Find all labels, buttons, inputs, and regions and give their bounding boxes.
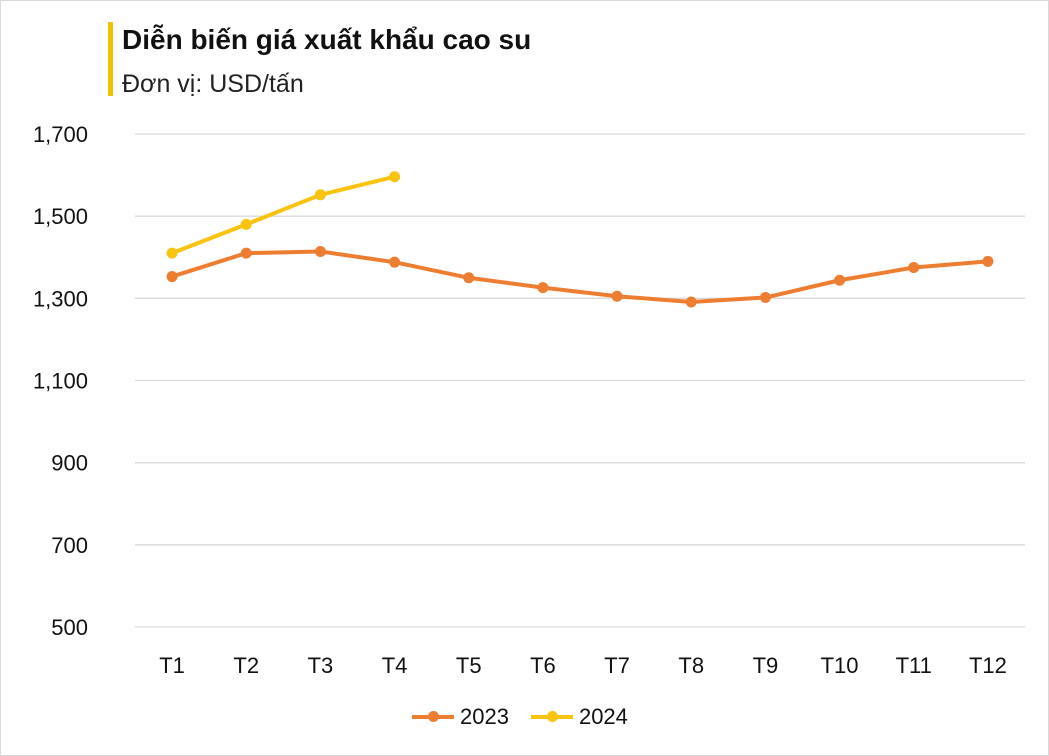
- x-tick-label: T8: [678, 653, 704, 678]
- y-tick-label: 1,500: [33, 204, 88, 229]
- legend: 2023 2024: [412, 704, 628, 730]
- series-line-2024: [170, 174, 397, 256]
- x-tick-label: T5: [456, 653, 482, 678]
- y-tick-label: 1,700: [33, 122, 88, 147]
- data-point-2024: [240, 218, 252, 230]
- x-tick-label: T10: [821, 653, 859, 678]
- data-point-2023: [537, 282, 549, 294]
- y-tick-label: 1,300: [33, 286, 88, 311]
- data-point-2023: [982, 255, 994, 267]
- x-tick-label: T2: [233, 653, 259, 678]
- data-point-2023: [389, 256, 401, 268]
- legend-swatch-2023: [412, 711, 454, 722]
- data-point-2023: [759, 292, 771, 304]
- y-tick-label: 700: [51, 533, 88, 558]
- legend-item-2023: 2023: [412, 704, 509, 730]
- data-point-2023: [908, 262, 920, 274]
- data-point-2024: [389, 171, 401, 183]
- data-point-2023: [834, 274, 846, 286]
- x-tick-label: T1: [159, 653, 185, 678]
- legend-label-2023: 2023: [460, 704, 509, 729]
- data-point-2023: [611, 290, 623, 302]
- title-accent-bar: [108, 22, 113, 96]
- series-line-2023: [170, 249, 990, 305]
- x-tick-label: T12: [969, 653, 1007, 678]
- x-tick-label: T11: [896, 653, 932, 678]
- legend-label-2024: 2024: [578, 704, 628, 729]
- x-tick-label: T7: [604, 653, 630, 678]
- data-point-2023: [463, 272, 475, 284]
- x-tick-label: T3: [308, 653, 334, 678]
- data-point-2023: [240, 247, 252, 259]
- legend-swatch-2024: [530, 711, 573, 722]
- data-point-2024: [314, 189, 326, 201]
- data-point-2023: [314, 245, 326, 257]
- x-tick-label: T9: [753, 653, 779, 678]
- chart-title: Diễn biến giá xuất khẩu cao su: [122, 24, 532, 55]
- data-point-2023: [166, 271, 178, 283]
- y-tick-label: 500: [51, 615, 88, 640]
- data-point-2024: [166, 247, 178, 259]
- y-tick-label: 1,100: [33, 369, 88, 394]
- legend-item-2024: 2024: [530, 704, 628, 730]
- y-tick-label: 900: [51, 451, 88, 476]
- x-tick-label: T6: [530, 653, 556, 678]
- chart-subtitle: Đơn vị: USD/tấn: [122, 70, 304, 98]
- x-tick-label: T4: [382, 653, 408, 678]
- data-point-2023: [685, 296, 697, 308]
